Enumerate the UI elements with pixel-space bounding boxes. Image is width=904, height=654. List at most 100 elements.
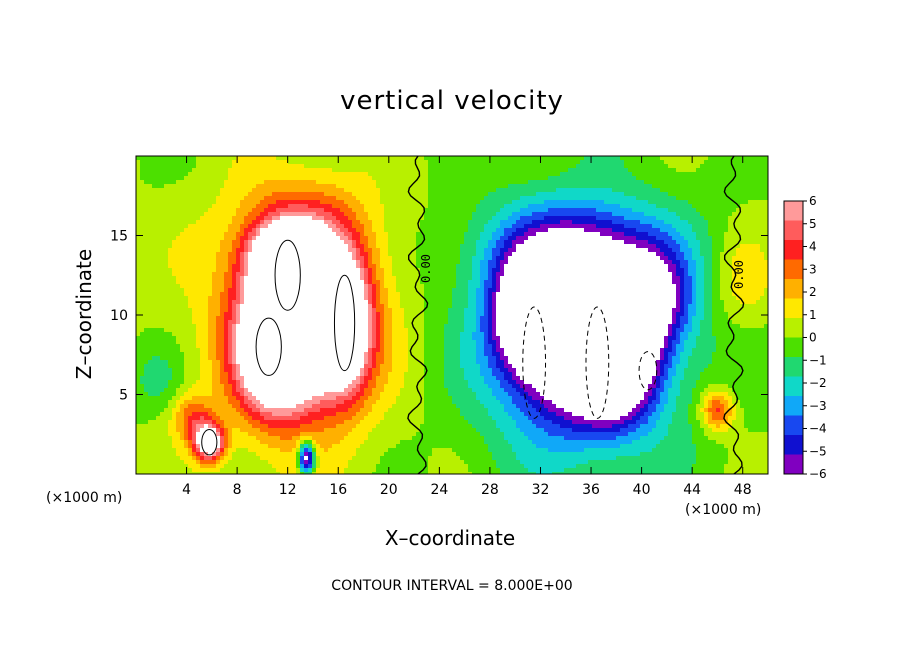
- heatmap-cell: [440, 172, 445, 177]
- heatmap-cell: [624, 176, 629, 181]
- heatmap-cell: [668, 212, 673, 217]
- heatmap-cell: [392, 160, 397, 165]
- heatmap-cell: [292, 224, 297, 229]
- heatmap-cell: [540, 196, 545, 201]
- heatmap-cell: [476, 176, 481, 181]
- heatmap-cell: [332, 264, 337, 269]
- heatmap-cell: [308, 200, 313, 205]
- heatmap-cell: [152, 244, 157, 249]
- heatmap-cell: [444, 224, 449, 229]
- heatmap-cell: [424, 160, 429, 165]
- heatmap-cell: [184, 276, 189, 281]
- heatmap-cell: [548, 244, 553, 249]
- heatmap-cell: [712, 160, 717, 165]
- heatmap-cell: [460, 256, 465, 261]
- heatmap-cell: [488, 220, 493, 225]
- heatmap-cell: [240, 256, 245, 261]
- heatmap-cell: [144, 160, 149, 165]
- heatmap-cell: [220, 156, 225, 161]
- heatmap-cell: [168, 176, 173, 181]
- heatmap-cell: [260, 220, 265, 225]
- heatmap-cell: [488, 204, 493, 209]
- heatmap-cell: [608, 200, 613, 205]
- heatmap-cell: [220, 236, 225, 241]
- heatmap-cell: [592, 248, 597, 253]
- heatmap-cell: [512, 236, 517, 241]
- heatmap-cell: [580, 180, 585, 185]
- heatmap-cell: [168, 272, 173, 277]
- heatmap-cell: [160, 184, 165, 189]
- heatmap-cell: [684, 260, 689, 265]
- heatmap-cell: [300, 156, 305, 161]
- heatmap-cell: [536, 224, 541, 229]
- heatmap-cell: [360, 208, 365, 213]
- heatmap-cell: [196, 208, 201, 213]
- heatmap-cell: [728, 164, 733, 169]
- heatmap-cell: [384, 248, 389, 253]
- heatmap-cell: [444, 256, 449, 261]
- heatmap-cell: [432, 268, 437, 273]
- heatmap-cell: [264, 264, 269, 269]
- heatmap-cell: [208, 248, 213, 253]
- heatmap-cell: [468, 236, 473, 241]
- heatmap-cell: [608, 208, 613, 213]
- heatmap-cell: [588, 184, 593, 189]
- heatmap-cell: [464, 180, 469, 185]
- heatmap-cell: [648, 268, 653, 273]
- heatmap-cell: [460, 240, 465, 245]
- heatmap-cell: [672, 156, 677, 161]
- heatmap-cell: [568, 164, 573, 169]
- heatmap-cell: [432, 252, 437, 257]
- heatmap-cell: [520, 272, 525, 277]
- heatmap-cell: [708, 196, 713, 201]
- heatmap-cell: [388, 216, 393, 221]
- heatmap-cell: [204, 256, 209, 261]
- heatmap-cell: [716, 244, 721, 249]
- heatmap-cell: [484, 160, 489, 165]
- heatmap-cell: [152, 180, 157, 185]
- heatmap-cell: [416, 240, 421, 245]
- heatmap-cell: [524, 276, 529, 281]
- heatmap-cell: [264, 188, 269, 193]
- heatmap-cell: [320, 220, 325, 225]
- heatmap-cell: [344, 248, 349, 253]
- heatmap-cell: [560, 276, 565, 281]
- heatmap-cell: [656, 220, 661, 225]
- heatmap-cell: [216, 264, 221, 269]
- heatmap-cell: [364, 188, 369, 193]
- heatmap-cell: [632, 180, 637, 185]
- heatmap-cell: [292, 180, 297, 185]
- heatmap-cell: [540, 268, 545, 273]
- heatmap-cell: [588, 156, 593, 161]
- heatmap-cell: [484, 180, 489, 185]
- heatmap-cell: [492, 200, 497, 205]
- heatmap-cell: [736, 156, 741, 161]
- heatmap-cell: [532, 168, 537, 173]
- heatmap-cell: [204, 160, 209, 165]
- heatmap-cell: [604, 240, 609, 245]
- heatmap-cell: [640, 228, 645, 233]
- heatmap-cell: [144, 188, 149, 193]
- heatmap-cell: [208, 228, 213, 233]
- heatmap-cell: [148, 180, 153, 185]
- heatmap-cell: [496, 236, 501, 241]
- heatmap-cell: [300, 168, 305, 173]
- heatmap-cell: [152, 196, 157, 201]
- heatmap-cell: [708, 212, 713, 217]
- heatmap-cell: [448, 164, 453, 169]
- heatmap-cell: [300, 212, 305, 217]
- heatmap-cell: [728, 236, 733, 241]
- heatmap-cell: [544, 272, 549, 277]
- heatmap-cell: [692, 264, 697, 269]
- heatmap-cell: [628, 180, 633, 185]
- heatmap-cell: [748, 232, 753, 237]
- heatmap-cell: [304, 256, 309, 261]
- heatmap-cell: [540, 208, 545, 213]
- heatmap-cell: [160, 212, 165, 217]
- heatmap-cell: [572, 268, 577, 273]
- heatmap-cell: [356, 224, 361, 229]
- heatmap-cell: [692, 216, 697, 221]
- heatmap-cell: [624, 268, 629, 273]
- heatmap-cell: [684, 272, 689, 277]
- heatmap-cell: [592, 216, 597, 221]
